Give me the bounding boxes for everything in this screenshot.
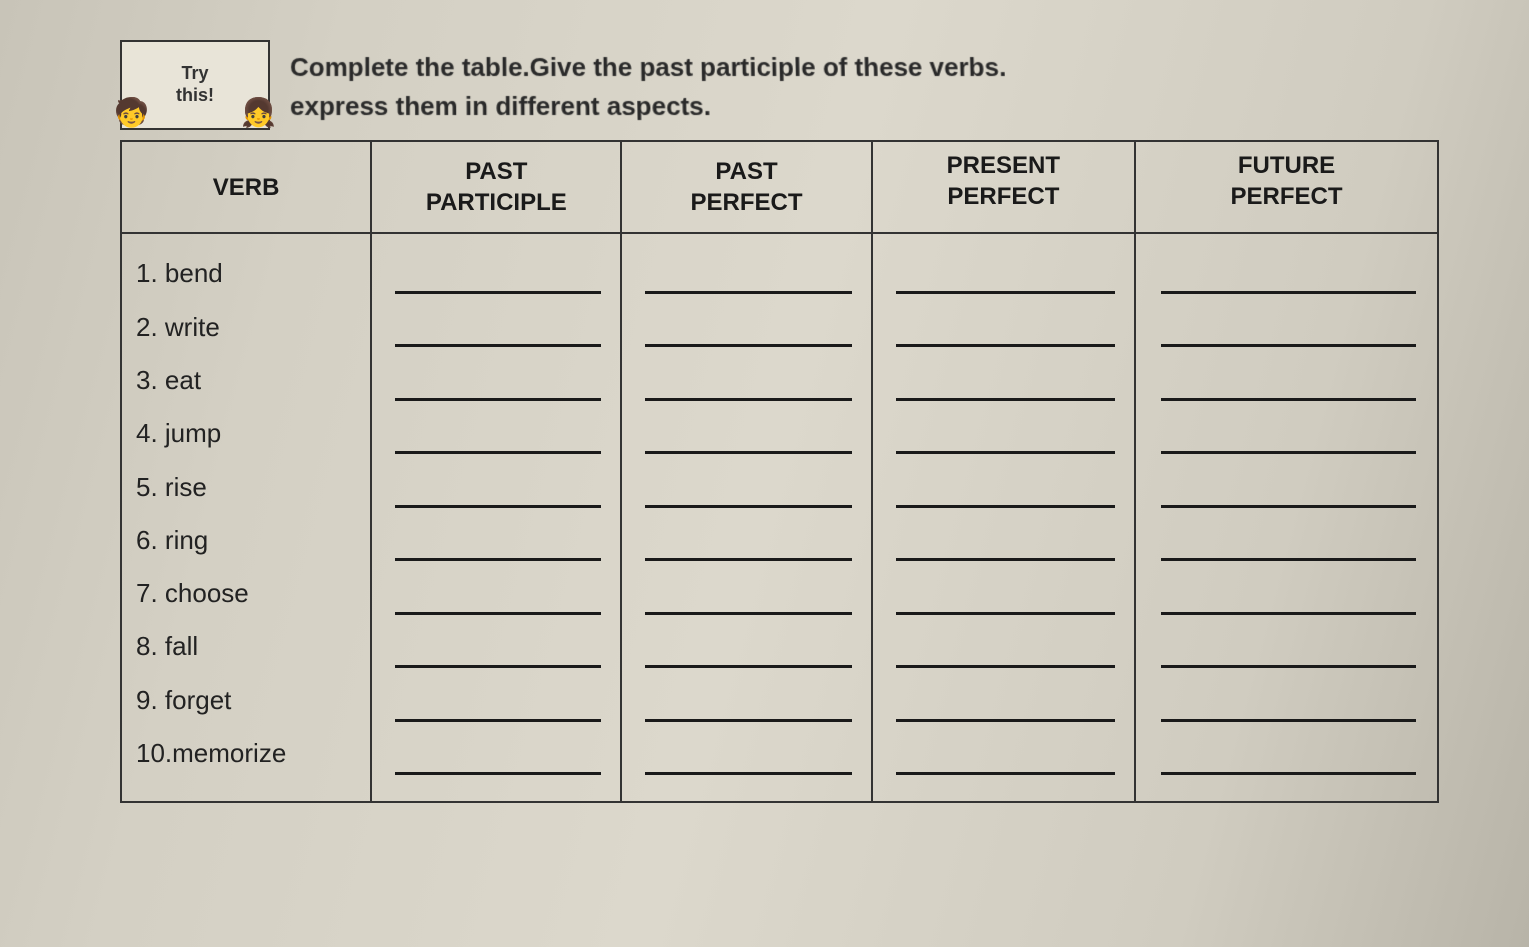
blank-line[interactable] — [887, 514, 1124, 568]
blank-line[interactable] — [636, 246, 860, 300]
blank-line[interactable] — [636, 300, 860, 354]
table-body-row: 1. bend 2. write 3. eat 4. jump 5. rise … — [121, 233, 1438, 802]
blank-line[interactable] — [636, 567, 860, 621]
blank-line[interactable] — [1150, 621, 1427, 675]
col-header-future-perfect: FUTURE PERFECT — [1135, 135, 1438, 227]
try-this-badge: 🧒 Try this! 👧 — [120, 40, 270, 130]
blank-line[interactable] — [887, 621, 1124, 675]
past-perfect-column — [621, 233, 871, 802]
blank-line[interactable] — [1150, 460, 1427, 514]
blank-line[interactable] — [887, 460, 1124, 514]
col-header-presperf-l2: PERFECT — [947, 183, 1059, 210]
verb-item: 1. bend — [136, 247, 360, 300]
blank-line[interactable] — [386, 407, 610, 461]
blank-line[interactable] — [887, 728, 1124, 782]
try-this-line1: Try — [181, 63, 208, 83]
col-header-presperf-l1: PRESENT — [947, 152, 1060, 179]
blank-line[interactable] — [386, 246, 610, 300]
col-header-past-perfect: PAST PERFECT — [621, 141, 871, 233]
blank-line[interactable] — [1150, 674, 1427, 728]
verb-item: 9. forget — [136, 674, 360, 727]
verb-item: 5. rise — [136, 461, 360, 514]
blank-line[interactable] — [1150, 514, 1427, 568]
blank-line[interactable] — [386, 621, 610, 675]
col-header-verb-label: VERB — [213, 174, 280, 201]
blank-line[interactable] — [1150, 246, 1427, 300]
verb-item: 7. choose — [136, 567, 360, 620]
future-perfect-column — [1135, 233, 1438, 802]
col-header-futperf-l1: FUTURE — [1238, 152, 1335, 179]
blank-line[interactable] — [636, 674, 860, 728]
col-header-futperf-l2: PERFECT — [1231, 183, 1343, 210]
blank-line[interactable] — [887, 300, 1124, 354]
verb-item: 8. fall — [136, 620, 360, 673]
blank-line[interactable] — [887, 674, 1124, 728]
blank-line[interactable] — [386, 460, 610, 514]
verb-item: 2. write — [136, 301, 360, 354]
present-perfect-column — [872, 233, 1135, 802]
blank-line[interactable] — [386, 514, 610, 568]
instruction-text: Complete the table.Give the past partici… — [290, 40, 1441, 126]
blank-line[interactable] — [636, 353, 860, 407]
blank-line[interactable] — [386, 728, 610, 782]
table-header-row: VERB PAST PARTICIPLE PAST PERFECT PRESEN… — [121, 141, 1438, 233]
blank-line[interactable] — [386, 674, 610, 728]
col-header-pastperf-l1: PAST — [715, 158, 777, 185]
blank-line[interactable] — [1150, 567, 1427, 621]
verb-list: 1. bend 2. write 3. eat 4. jump 5. rise … — [136, 247, 360, 780]
blank-line[interactable] — [887, 407, 1124, 461]
blank-line[interactable] — [636, 407, 860, 461]
character-left-icon: 🧒 — [114, 96, 149, 130]
col-header-present-perfect: PRESENT PERFECT — [872, 135, 1135, 227]
blank-line[interactable] — [386, 353, 610, 407]
col-header-pastperf-l2: PERFECT — [691, 189, 803, 216]
blank-line[interactable] — [1150, 353, 1427, 407]
col-header-past-participle: PAST PARTICIPLE — [371, 141, 621, 233]
verb-table: VERB PAST PARTICIPLE PAST PERFECT PRESEN… — [120, 140, 1439, 803]
verb-item: 6. ring — [136, 514, 360, 567]
character-right-icon: 👧 — [241, 96, 276, 130]
blank-line[interactable] — [636, 514, 860, 568]
col-header-verb: VERB — [121, 141, 371, 233]
past-participle-column — [371, 233, 621, 802]
try-this-line2: this! — [176, 85, 214, 105]
blank-line[interactable] — [1150, 407, 1427, 461]
blank-line[interactable] — [636, 460, 860, 514]
blank-line[interactable] — [636, 621, 860, 675]
blank-line[interactable] — [887, 246, 1124, 300]
instruction-line1: Complete the table.Give the past partici… — [290, 52, 1007, 82]
col-header-pp-l2: PARTICIPLE — [426, 189, 567, 216]
verb-item: 4. jump — [136, 407, 360, 460]
blank-line[interactable] — [636, 728, 860, 782]
blank-line[interactable] — [887, 567, 1124, 621]
instruction-line2: express them in different aspects. — [290, 91, 711, 121]
blank-line[interactable] — [1150, 728, 1427, 782]
blank-line[interactable] — [1150, 300, 1427, 354]
verb-item: 10.memorize — [136, 727, 360, 780]
blank-line[interactable] — [386, 300, 610, 354]
try-this-text: Try this! — [176, 63, 214, 106]
worksheet-header: 🧒 Try this! 👧 Complete the table.Give th… — [120, 40, 1439, 130]
verb-item: 3. eat — [136, 354, 360, 407]
verb-column-cell: 1. bend 2. write 3. eat 4. jump 5. rise … — [121, 233, 371, 802]
col-header-pp-l1: PAST — [465, 158, 527, 185]
blank-line[interactable] — [386, 567, 610, 621]
blank-line[interactable] — [887, 353, 1124, 407]
